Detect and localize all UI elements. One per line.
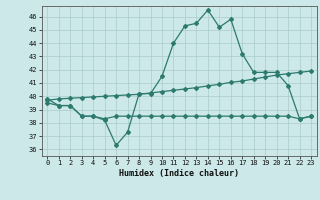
X-axis label: Humidex (Indice chaleur): Humidex (Indice chaleur) xyxy=(119,169,239,178)
